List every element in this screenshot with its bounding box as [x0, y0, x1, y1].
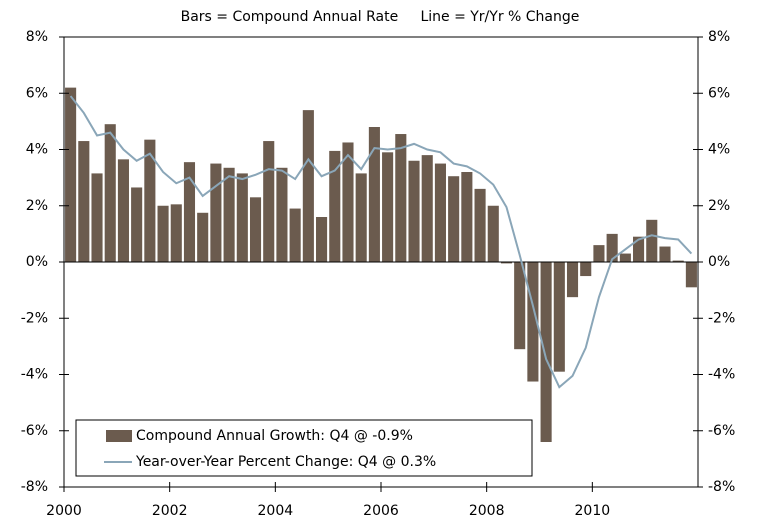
- y2-tick-label: 4%: [708, 142, 730, 158]
- bar: [223, 167, 235, 262]
- x-tick-label: 2002: [152, 503, 188, 519]
- bar: [685, 262, 697, 288]
- bar: [302, 110, 314, 262]
- bar: [593, 245, 605, 262]
- y2-tick-label: -4%: [708, 367, 735, 383]
- bar: [289, 208, 301, 262]
- y-tick-label: -4%: [21, 367, 48, 383]
- y2-tick-label: 0%: [708, 254, 730, 270]
- bar: [580, 262, 592, 277]
- bar: [633, 236, 645, 262]
- y2-tick-label: 2%: [708, 198, 730, 214]
- bar: [157, 205, 169, 262]
- bar: [461, 172, 473, 262]
- y-tick-label: -8%: [21, 479, 48, 495]
- bar: [500, 262, 513, 264]
- bar: [540, 262, 552, 442]
- bar: [448, 176, 460, 262]
- bar: [553, 262, 565, 372]
- bar: [104, 124, 116, 262]
- bar: [408, 160, 420, 262]
- bar: [263, 141, 275, 262]
- bar: [342, 142, 354, 262]
- y2-tick-label: -2%: [708, 310, 735, 326]
- bar: [249, 197, 262, 262]
- bar: [316, 217, 328, 262]
- y2-tick-label: -8%: [708, 479, 735, 495]
- bar: [421, 155, 433, 262]
- bar: [514, 262, 526, 350]
- y-tick-label: 6%: [26, 85, 48, 101]
- y2-tick-label: -6%: [708, 423, 735, 439]
- bar: [329, 150, 341, 262]
- bar: [197, 212, 209, 262]
- bar: [619, 253, 631, 262]
- legend-label: Year-over-Year Percent Change: Q4 @ 0.3%: [135, 454, 436, 470]
- bar: [91, 173, 103, 262]
- bar: [659, 246, 671, 262]
- line: [69, 95, 693, 389]
- y-tick-label: -6%: [21, 423, 48, 439]
- y-tick-label: 8%: [26, 29, 48, 45]
- bar: [276, 167, 288, 262]
- bar: [566, 262, 579, 298]
- bar: [117, 159, 129, 262]
- bar: [78, 141, 90, 262]
- bar: [210, 163, 222, 262]
- bar: [382, 152, 394, 262]
- y2-tick-label: 8%: [708, 29, 730, 45]
- x-tick-label: 2010: [575, 503, 611, 519]
- x-tick-label: 2000: [46, 503, 82, 519]
- bar: [395, 134, 407, 262]
- bar: [170, 204, 182, 262]
- bar: [355, 173, 367, 262]
- x-tick-label: 2004: [258, 503, 294, 519]
- bar: [474, 188, 486, 262]
- bar: [144, 139, 156, 262]
- y-tick-label: 2%: [26, 198, 48, 214]
- legend-label: Compound Annual Growth: Q4 @ -0.9%: [136, 428, 413, 444]
- bar: [487, 205, 499, 262]
- legend-swatch: [106, 430, 132, 442]
- y2-tick-label: 6%: [708, 85, 730, 101]
- bar: [236, 173, 248, 262]
- bar: [606, 233, 618, 262]
- bar: [672, 260, 684, 262]
- bar: [368, 127, 380, 262]
- chart-subtitle: Bars = Compound Annual Rate Line = Yr/Yr…: [181, 9, 580, 25]
- legend-box: [75, 419, 533, 477]
- y-tick-label: -2%: [21, 310, 48, 326]
- bar: [65, 87, 77, 262]
- bar: [131, 187, 143, 262]
- x-tick-label: 2006: [363, 503, 399, 519]
- x-tick-label: 2008: [469, 503, 505, 519]
- y-tick-label: 4%: [26, 142, 48, 158]
- bar: [183, 162, 196, 262]
- bar: [527, 262, 539, 382]
- y-tick-label: 0%: [26, 254, 48, 270]
- bar: [646, 219, 658, 262]
- bar: [434, 163, 446, 262]
